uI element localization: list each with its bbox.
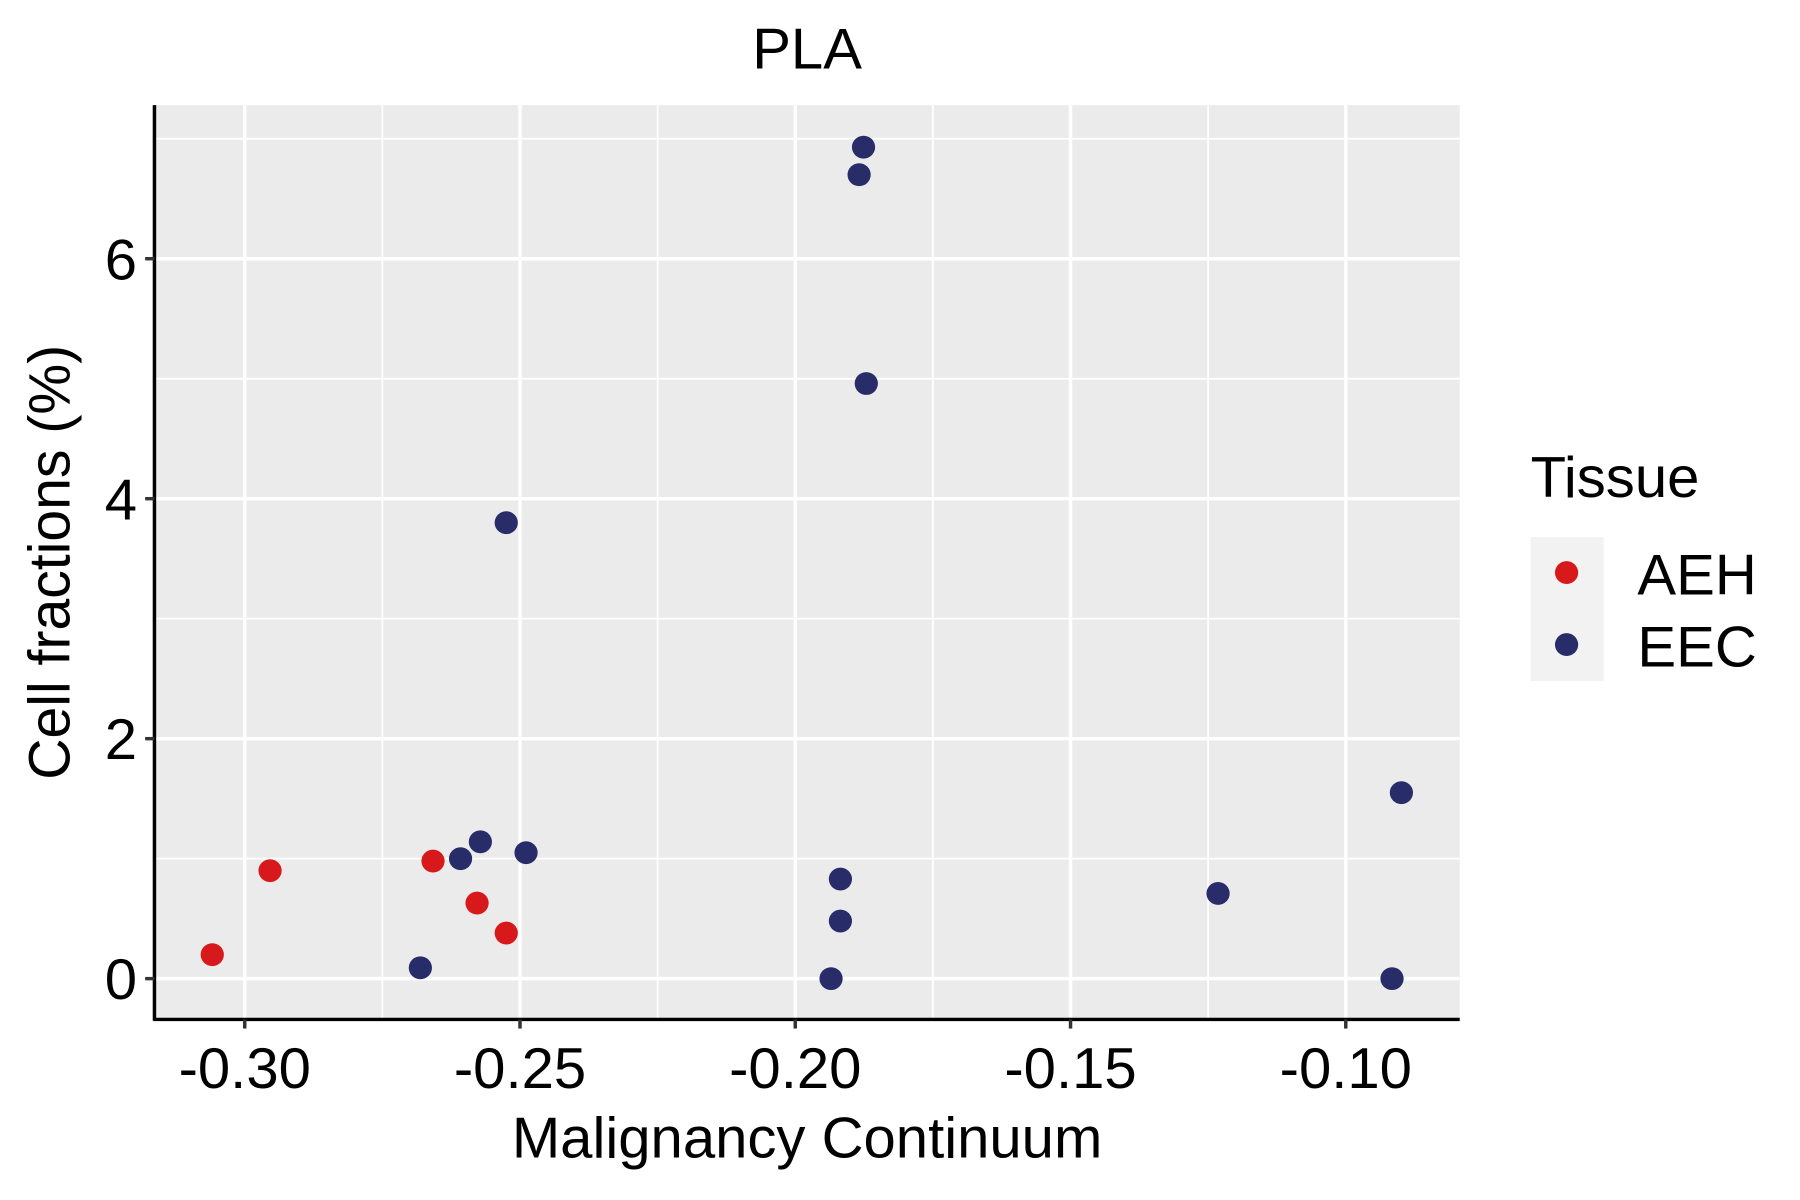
axis-ticks: -0.30 -0.25 -0.20 -0.15 -0.10 0 2 4 6 bbox=[105, 229, 1412, 1101]
grid-lines bbox=[154, 105, 1460, 1020]
x-tick-label: -0.10 bbox=[1280, 1037, 1412, 1100]
legend-label-aeh: AEH bbox=[1637, 544, 1756, 607]
x-tick-label: -0.20 bbox=[729, 1037, 861, 1100]
x-axis-label: Malignancy Continuum bbox=[512, 1107, 1103, 1170]
data-point-eec bbox=[819, 967, 843, 991]
y-tick-label: 0 bbox=[105, 949, 137, 1012]
data-point-eec bbox=[1206, 882, 1230, 905]
data-point-aeh bbox=[421, 849, 445, 873]
y-axis-label: Cell fractions (%) bbox=[18, 345, 83, 780]
x-tick-label: -0.25 bbox=[454, 1037, 586, 1100]
data-point-eec bbox=[514, 841, 538, 865]
legend-key-aeh bbox=[1554, 561, 1579, 584]
data-point-eec bbox=[468, 830, 492, 854]
data-points bbox=[200, 135, 1413, 991]
y-tick-label: 4 bbox=[105, 469, 137, 532]
x-tick-label: -0.15 bbox=[1004, 1037, 1136, 1100]
data-point-eec bbox=[1380, 967, 1404, 991]
plot-panel bbox=[154, 105, 1460, 1020]
legend: Tissue AEH EEC bbox=[1530, 447, 1757, 682]
data-point-aeh bbox=[258, 859, 282, 883]
legend-label-eec: EEC bbox=[1637, 616, 1756, 679]
data-point-eec bbox=[494, 511, 518, 535]
data-point-eec bbox=[1389, 781, 1413, 805]
data-point-aeh bbox=[494, 921, 518, 945]
data-point-eec bbox=[408, 956, 432, 980]
x-tick-label: -0.30 bbox=[179, 1037, 311, 1100]
chart-title: PLA bbox=[752, 18, 862, 81]
data-point-eec bbox=[851, 135, 876, 159]
data-point-eec bbox=[828, 867, 853, 891]
legend-key-eec bbox=[1554, 633, 1579, 656]
y-tick-label: 6 bbox=[105, 229, 137, 292]
data-point-aeh bbox=[200, 943, 224, 967]
legend-title: Tissue bbox=[1531, 447, 1700, 510]
data-point-eec bbox=[847, 163, 871, 187]
legend-key-background bbox=[1530, 537, 1604, 682]
data-point-eec bbox=[854, 372, 878, 395]
data-point-aeh bbox=[465, 891, 489, 915]
y-tick-label: 2 bbox=[105, 709, 137, 772]
data-point-eec bbox=[448, 847, 473, 871]
data-point-eec bbox=[828, 909, 853, 933]
